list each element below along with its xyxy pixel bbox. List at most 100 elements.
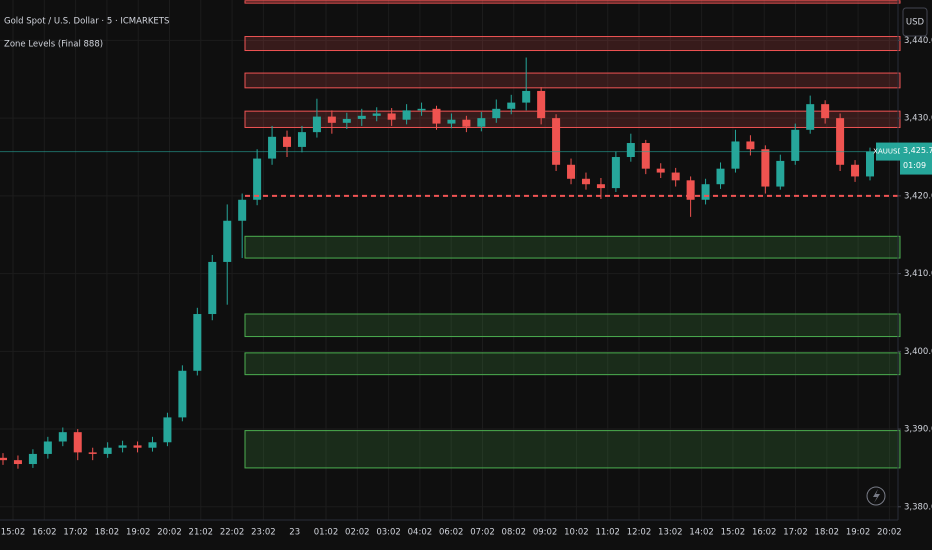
x-tick-label: 23:02 — [251, 528, 276, 538]
x-tick-label: 20:02 — [877, 528, 902, 538]
x-tick-label: 06:02 — [439, 528, 464, 538]
candle-body — [342, 118, 351, 123]
x-tick-label: 19:02 — [846, 528, 871, 538]
y-tick-label: 3,420.00 — [904, 191, 932, 201]
x-tick-label: 23 — [289, 528, 300, 538]
x-tick-label: 17:02 — [63, 528, 88, 538]
zone — [244, 36, 901, 52]
candle-body — [761, 149, 770, 187]
currency-label: USD — [906, 18, 925, 28]
candle-body — [118, 445, 127, 448]
candle-body — [357, 115, 366, 119]
candle-body — [522, 90, 531, 103]
candle-body — [417, 108, 426, 111]
candle-body — [0, 457, 7, 461]
candle-body — [13, 460, 22, 465]
candle-body — [821, 104, 830, 119]
candle-body — [791, 129, 800, 161]
candle-body — [596, 184, 605, 189]
x-tick-label: 16:02 — [32, 528, 57, 538]
candle-body — [477, 118, 486, 127]
candle-body — [656, 168, 665, 173]
y-tick-label: 3,390.00 — [904, 425, 932, 435]
candle-body — [178, 370, 187, 418]
candle-body — [402, 110, 411, 120]
candle-body — [223, 220, 232, 262]
x-tick-label: 21:02 — [189, 528, 214, 538]
x-tick-label: 19:02 — [126, 528, 151, 538]
candle-body — [746, 141, 755, 150]
x-tick-label: 15:02 — [1, 528, 26, 538]
indicator-name: Zone Levels (Final 888) — [4, 40, 103, 50]
price-tag — [900, 142, 932, 175]
replay-icon-bolt — [873, 489, 880, 503]
candle-body — [58, 432, 67, 442]
replay-icon[interactable] — [866, 486, 886, 506]
y-tick-label: 3,380.00 — [904, 502, 932, 512]
candle-body — [626, 143, 635, 158]
zone — [244, 235, 901, 259]
chart-title: Gold Spot / U.S. Dollar · 5 · ICMARKETS — [4, 17, 169, 27]
zone — [244, 313, 901, 338]
x-tick-label: 03:02 — [376, 528, 401, 538]
zone — [244, 430, 901, 469]
candle-body — [611, 157, 620, 189]
zone — [244, 72, 901, 89]
symbol-label: XAUUSD — [873, 148, 903, 156]
candle-body — [283, 136, 292, 147]
x-tick-label: 02:02 — [345, 528, 370, 538]
candle-body — [387, 113, 396, 120]
candle-body — [447, 119, 456, 124]
x-tick-label: 13:02 — [658, 528, 683, 538]
candle-body — [686, 180, 695, 200]
y-tick-label: 3,410.00 — [904, 269, 932, 279]
candle-body — [43, 441, 52, 454]
symbol-tag — [876, 142, 900, 161]
candle-body — [73, 432, 82, 453]
x-tick-label: 08:02 — [502, 528, 527, 538]
candle-body — [492, 108, 501, 119]
candle-body — [133, 445, 142, 448]
countdown-label: 01:09 — [903, 161, 926, 170]
candle-body — [268, 136, 277, 159]
candle-body — [581, 178, 590, 185]
x-tick-label: 11:02 — [595, 528, 620, 538]
x-tick-label: 09:02 — [533, 528, 558, 538]
candle-body — [462, 119, 471, 127]
x-tick-label: 14:02 — [689, 528, 714, 538]
x-tick-label: 10:02 — [564, 528, 589, 538]
candle-body — [776, 160, 785, 187]
candle-body — [552, 118, 561, 165]
candle-body — [103, 447, 112, 454]
candle-body — [731, 141, 740, 169]
x-tick-label: 16:02 — [752, 528, 777, 538]
candle-body — [507, 102, 516, 109]
x-tick-label: 20:02 — [157, 528, 182, 538]
candle-body — [851, 164, 860, 177]
candle-body — [701, 184, 710, 200]
x-tick-label: 15:02 — [721, 528, 746, 538]
y-tick-label: 3,430.00 — [904, 114, 932, 124]
candle-body — [806, 104, 815, 130]
candle-body — [253, 158, 262, 200]
currency-button[interactable] — [902, 7, 928, 37]
x-tick-label: 18:02 — [815, 528, 840, 538]
x-tick-label: 12:02 — [627, 528, 652, 538]
candle-body — [372, 113, 381, 116]
y-tick-label: 3,400.00 — [904, 347, 932, 357]
x-tick-label: 22:02 — [220, 528, 245, 538]
y-tick-label: 3,440.00 — [904, 36, 932, 46]
candle-body — [866, 151, 874, 177]
x-tick-label: 07:02 — [470, 528, 495, 538]
x-tick-label: 18:02 — [95, 528, 120, 538]
candle-body — [28, 453, 37, 465]
candle-body — [148, 442, 157, 448]
candle-body — [836, 118, 845, 165]
candle-body — [671, 172, 680, 181]
candle-body — [327, 116, 336, 123]
candle-body — [297, 132, 306, 147]
zone — [244, 352, 901, 376]
candle-body — [88, 452, 97, 454]
candle-body — [163, 417, 172, 443]
